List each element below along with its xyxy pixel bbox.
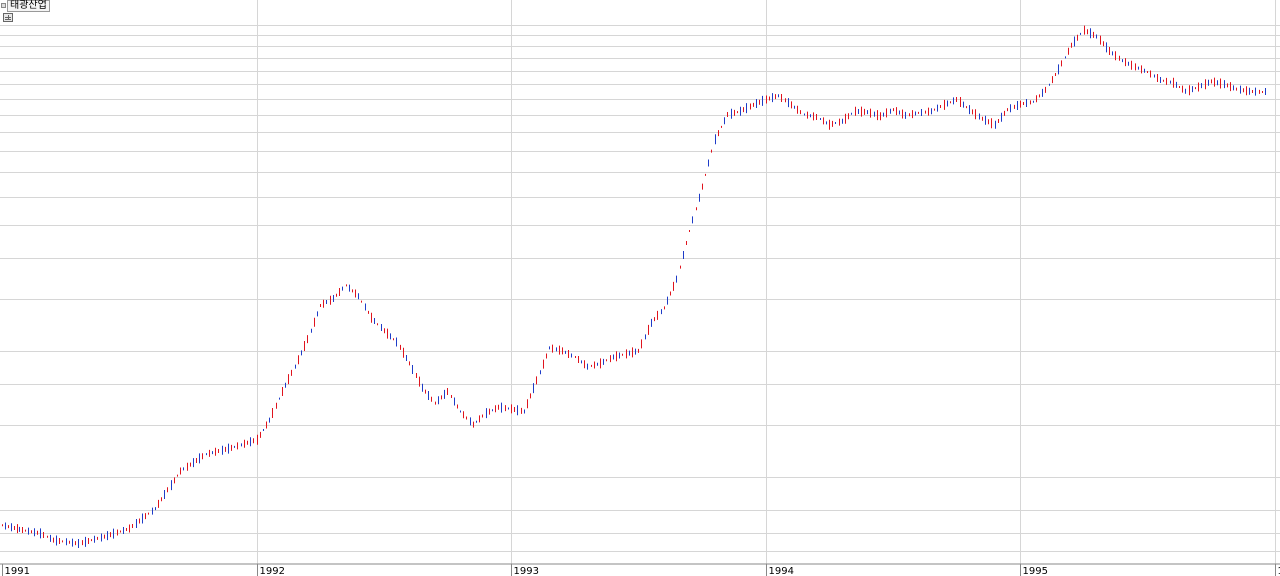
legend-marker-icon[interactable] bbox=[1, 3, 6, 8]
x-axis-ticks: 1991 1992 1993 1994 1995 1996 bbox=[2, 564, 1280, 576]
vertical-gridlines bbox=[257, 0, 1276, 564]
legend: 태광산업 bbox=[1, 0, 50, 12]
x-tick-label: 1992 bbox=[260, 566, 285, 576]
x-tick-label: 1991 bbox=[5, 566, 30, 576]
x-tick-label: 1994 bbox=[769, 566, 794, 576]
x-tick-label: 1993 bbox=[514, 566, 539, 576]
x-tick-label: 1995 bbox=[1023, 566, 1048, 576]
price-series bbox=[2, 25, 1266, 549]
horizontal-gridlines bbox=[0, 25, 1280, 552]
x-tick-label: 1996 bbox=[1278, 566, 1280, 576]
data-table-icon[interactable] bbox=[3, 13, 13, 22]
legend-series-label[interactable]: 태광산업 bbox=[7, 0, 50, 12]
